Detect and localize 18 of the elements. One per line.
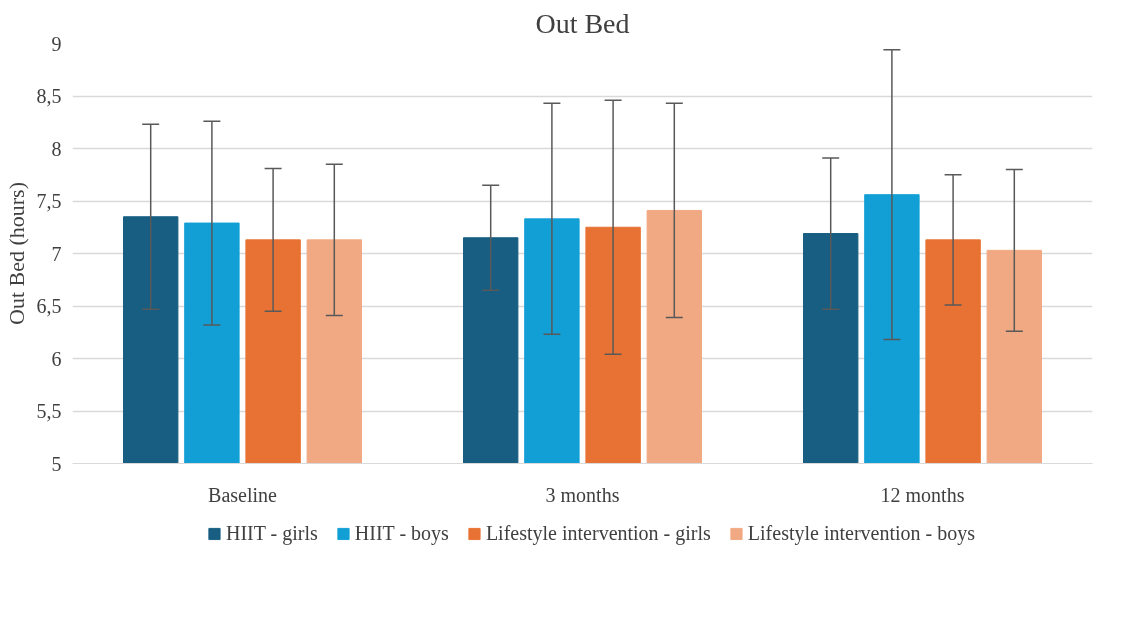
y-tick-label: 8,5 (36, 85, 62, 107)
legend-label: HIIT - girls (225, 521, 318, 545)
y-tick-label: 6,5 (36, 295, 62, 317)
legend-label: Lifestyle intervention - boys (747, 521, 976, 545)
y-tick-label: 7,5 (36, 190, 62, 212)
legend-label: Lifestyle intervention - girls (485, 521, 711, 545)
y-tick-label: 9 (51, 32, 62, 55)
y-tick-label: 8 (51, 137, 62, 160)
y-tick-label: 5 (51, 452, 62, 475)
y-tick-label: 5,5 (36, 400, 62, 422)
y-axis-title: Out Bed (hours) (3, 182, 29, 325)
y-tick-label: 6 (51, 347, 62, 370)
legend-label: HIIT - boys (354, 521, 449, 545)
x-tick-label: 3 months (545, 483, 620, 506)
chart-title: Out Bed (535, 7, 630, 39)
y-tick-label: 7 (51, 242, 62, 265)
x-tick-label: Baseline (208, 483, 278, 506)
x-tick-label: 12 months (880, 483, 965, 506)
